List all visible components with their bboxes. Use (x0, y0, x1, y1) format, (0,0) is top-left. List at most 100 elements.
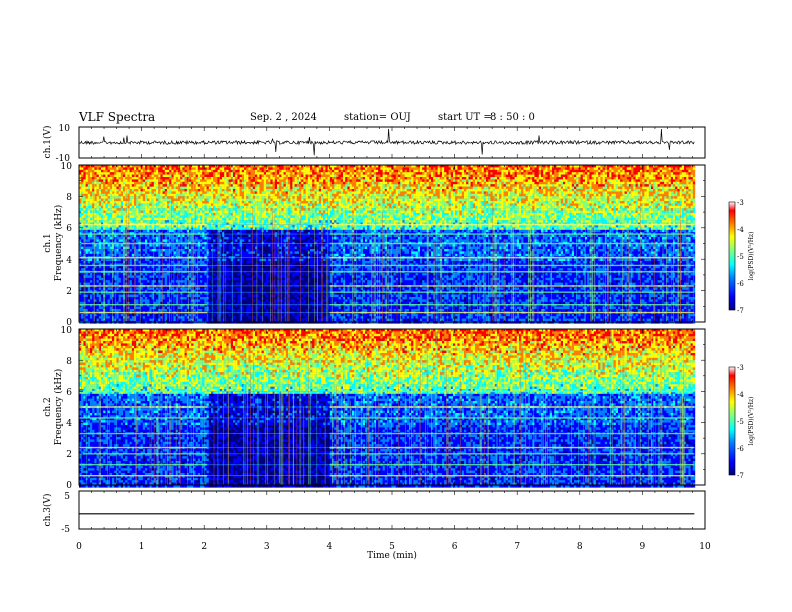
spectrogram-cell (195, 289, 198, 293)
spectrogram-cell (145, 172, 148, 175)
spectrogram-cell (171, 203, 174, 206)
spectrogram-cell (224, 167, 227, 170)
spectrogram-cell (81, 220, 84, 223)
spectrogram-cell (142, 316, 146, 319)
spectrogram-cell (202, 239, 205, 242)
spectrogram-cell (195, 277, 198, 281)
spectrogram-cell (107, 179, 110, 182)
spectrogram-cell (83, 227, 86, 230)
spectrogram-cell (142, 273, 146, 276)
spectrogram-cell (149, 169, 152, 173)
spectrogram-cell (123, 253, 126, 257)
spectrogram-cell (197, 201, 201, 204)
spectrogram-cell (237, 244, 240, 247)
spectrogram-cell (197, 313, 201, 317)
spectrogram-cell (160, 210, 163, 214)
spectrogram-cell (197, 265, 201, 269)
spectrogram-cell (83, 277, 86, 281)
spectrogram-cell (96, 301, 99, 305)
spectrogram-cell (107, 277, 110, 281)
spectrogram-cell (136, 253, 139, 257)
spectrogram-cell (237, 179, 240, 182)
spectrogram-cell (162, 177, 165, 180)
spectrogram-cell (120, 263, 124, 266)
spectrogram-cell (189, 205, 192, 209)
spectrogram-cell (136, 210, 139, 214)
spectrogram-cell (153, 275, 157, 278)
spectrogram-cell (140, 220, 143, 223)
spectrogram-cell (193, 282, 196, 286)
spectrogram-cell (230, 165, 234, 168)
spectrogram-cell (85, 201, 88, 204)
spectrogram-cell (237, 220, 240, 223)
spectrogram-cell (222, 169, 225, 173)
spectrogram-cell (79, 239, 82, 242)
spectrogram-cell (116, 251, 119, 254)
spectrogram-cell (228, 234, 231, 238)
spectrogram-cell (140, 222, 143, 226)
spectrogram-cell (149, 215, 152, 218)
spectrogram-cell (164, 208, 168, 211)
spectrogram-cell (235, 265, 238, 269)
spectrogram-cell (136, 289, 139, 293)
spectrogram-cell (164, 277, 168, 281)
spectrogram-cell (184, 165, 187, 168)
spectrogram-cell (180, 174, 183, 178)
spectrogram-cell (178, 222, 181, 226)
spectrogram-cell (239, 201, 242, 204)
spectrogram-cell (112, 316, 115, 319)
spectrogram-cell (79, 198, 82, 202)
spectrogram-cell (226, 268, 229, 271)
spectrogram-cell (224, 184, 227, 187)
spectrogram-cell (160, 280, 163, 283)
spectrogram-cell (224, 244, 227, 247)
spectrogram-cell (215, 244, 218, 247)
spectrogram-cell (206, 268, 209, 271)
spectrogram-cell (112, 265, 115, 269)
spectrogram-cell (173, 249, 176, 252)
spectrogram-cell (83, 263, 86, 266)
spectrogram-cell (156, 313, 159, 317)
spectrogram-cell (224, 220, 227, 223)
spectrogram-cell (226, 167, 229, 170)
spectrogram-cell (81, 189, 84, 192)
spectrogram-cell (160, 265, 163, 269)
spectrogram-cell (149, 265, 152, 269)
spectrogram-cell (112, 246, 115, 250)
spectrogram-cell (204, 239, 207, 242)
spectrogram-cell (123, 294, 126, 298)
spectrogram-cell (180, 234, 183, 238)
spectrogram-cell (191, 198, 194, 202)
spectrogram-cell (138, 309, 141, 312)
spectrogram-cell (94, 201, 97, 204)
spectrogram-cell (96, 165, 99, 168)
spectrogram-cell (230, 198, 234, 202)
spectrogram-cell (191, 227, 194, 230)
spectrogram-cell (169, 244, 172, 247)
spectrogram-cell (173, 318, 176, 322)
spectrogram-cell (213, 181, 216, 185)
spectrogram-cell (206, 172, 209, 175)
spectrogram-cell (213, 191, 216, 194)
spectrogram-cell (175, 201, 179, 204)
spectrogram-cell (118, 210, 121, 214)
spectrogram-cell (213, 229, 216, 233)
spectrogram-cell (228, 316, 231, 319)
spectrogram-cell (81, 297, 84, 300)
spectrogram-cell (85, 184, 88, 187)
spectrogram-cell (116, 193, 119, 197)
spectrogram-cell (109, 174, 113, 178)
spectrogram-cell (195, 294, 198, 298)
spectrogram-cell (222, 201, 225, 204)
spectrogram-cell (109, 239, 113, 242)
spectrogram-cell (131, 172, 135, 175)
spectrogram-cell (171, 275, 174, 278)
spectrogram-cell (151, 217, 154, 221)
spectrogram-cell (186, 277, 190, 281)
spectrogram-cell (96, 203, 99, 206)
spectrogram-cell (235, 275, 238, 278)
spectrogram-cell (136, 227, 139, 230)
spectrogram-cell (244, 196, 247, 199)
spectrogram-cell (217, 287, 220, 290)
spectrogram-cell (103, 203, 106, 206)
